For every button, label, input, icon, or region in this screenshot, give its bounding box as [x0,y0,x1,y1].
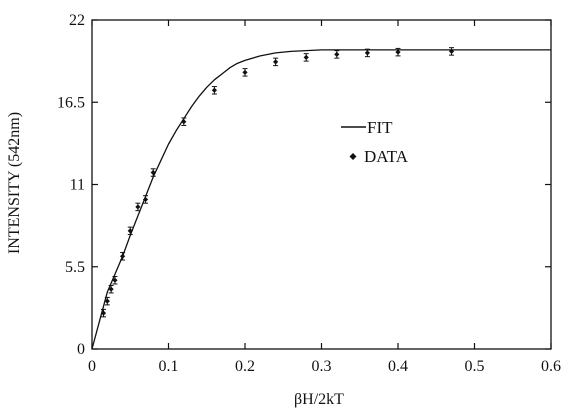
data-marker [104,298,110,304]
x-tick-label: 0.4 [388,358,408,375]
y-axis-label: INTENSITY (542nm) [6,112,23,254]
data-marker [448,48,455,55]
x-axis-label: βH/2kT [294,391,344,408]
legend-data-marker [349,153,357,160]
x-tick-label: 0.5 [465,358,485,375]
x-tick-label: 0 [88,358,96,375]
data-marker [112,277,118,283]
data-point [181,117,187,126]
data-point [112,275,118,285]
data-marker [303,54,309,60]
y-tick-label: 0 [77,341,85,358]
data-marker [135,204,141,210]
data-point [108,284,114,294]
data-marker [150,169,156,176]
legend: FIT DATA [341,118,409,166]
data-marker [120,253,126,259]
data-point [211,86,217,95]
data-point [120,252,126,261]
data-point [303,53,309,62]
y-tick-label: 11 [70,177,85,194]
data-point [142,195,149,204]
x-tick-label: 0.1 [159,358,179,375]
data-marker [142,196,149,203]
fit-line [91,49,551,350]
x-tick-label: 0.6 [541,358,561,375]
legend-fit-label: FIT [367,118,393,137]
data-marker [127,228,133,234]
legend-data-label: DATA [364,147,409,166]
data-point [150,168,156,177]
data-marker [100,310,107,316]
y-tick-label: 16.5 [57,94,85,111]
data-point [364,48,370,58]
data-point [273,57,279,67]
data-point [104,296,110,306]
data-point [395,47,401,57]
data-marker [334,51,340,57]
data-point [127,226,133,236]
data-point [448,47,455,56]
fit-series [91,49,551,350]
y-tick-label: 22 [69,12,85,29]
data-marker [211,87,217,93]
data-marker [395,49,401,55]
axes: 0 0.1 0.2 0.3 0.4 0.5 0.6 0 5.5 11 16.5 22 [57,12,561,375]
data-marker [242,69,248,75]
data-point [334,50,340,59]
x-tick-label: 0.2 [235,358,255,375]
data-marker [181,119,187,125]
y-tick-label: 5.5 [65,259,85,276]
data-point [100,308,107,318]
data-marker [364,50,370,56]
data-point [135,202,141,212]
data-marker [273,59,279,65]
x-tick-label: 0.3 [312,358,332,375]
data-series [100,47,455,318]
data-marker [108,286,114,292]
plot-frame [91,19,552,350]
data-point [242,68,248,77]
